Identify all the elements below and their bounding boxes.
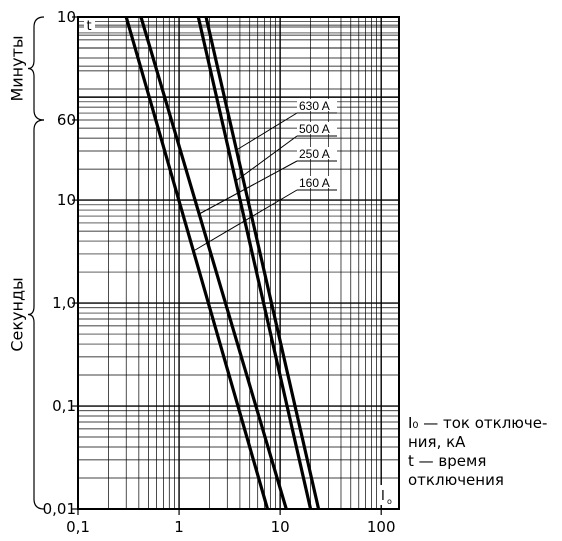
series-line [204, 17, 321, 509]
series-label-bg [297, 176, 337, 188]
legend-line-1: I₀ — ток отключе- [408, 414, 548, 432]
y-group-label: Минуты [8, 35, 27, 101]
series-label: 500 A [299, 122, 330, 136]
y-group-brace [27, 119, 45, 510]
y-tick-label: 10 [57, 191, 76, 209]
y-tick-label: 0,1 [52, 397, 76, 415]
t-label-bg [84, 19, 95, 31]
y-group-brace [27, 16, 45, 121]
i-label-bg [377, 485, 397, 505]
series-group [124, 17, 321, 509]
series-label: 250 A [299, 147, 330, 161]
y-axis-corner-label: t [86, 19, 91, 34]
labels-group: 0,1 1 10 1001060101,00,10,01МинутыСекундыtI… [8, 8, 397, 536]
grid [77, 16, 399, 510]
legend-line-4: отключения [408, 471, 504, 489]
legend-text: I₀ — ток отключе- ния, кА t — время откл… [408, 414, 558, 490]
series-leader [198, 160, 298, 215]
legend-line-3: t — время [408, 452, 487, 470]
series-leader [236, 112, 298, 151]
x-axis-corner-sub: o [387, 497, 392, 506]
y-tick-label: 10 [57, 8, 76, 26]
series-label: 630 A [299, 99, 330, 113]
series-label-bg [297, 147, 337, 159]
y-group-label: Секунды [8, 277, 27, 351]
plot-border [77, 16, 400, 510]
y-tick-label: 60 [57, 111, 76, 129]
y-tick-label: 0,01 [43, 500, 76, 518]
series-leader [235, 135, 298, 182]
legend-line-2: ния, кА [408, 433, 466, 451]
series-line [124, 17, 270, 509]
x-tick-label: 0,1 [66, 518, 90, 536]
x-tick-label: 10 [271, 518, 290, 536]
series-label-bg [297, 122, 337, 134]
x-tick-label: 1 [174, 518, 184, 536]
series-line [139, 17, 288, 509]
series-label-bg [297, 99, 337, 111]
series-leader [193, 189, 298, 252]
y-tick-label: 1,0 [52, 294, 76, 312]
x-axis-corner-label: I [381, 489, 385, 504]
plot-frame [72, 16, 400, 515]
series-label: 160 A [299, 176, 330, 190]
x-tick-label: 100 [367, 518, 396, 536]
series-line [196, 17, 313, 509]
